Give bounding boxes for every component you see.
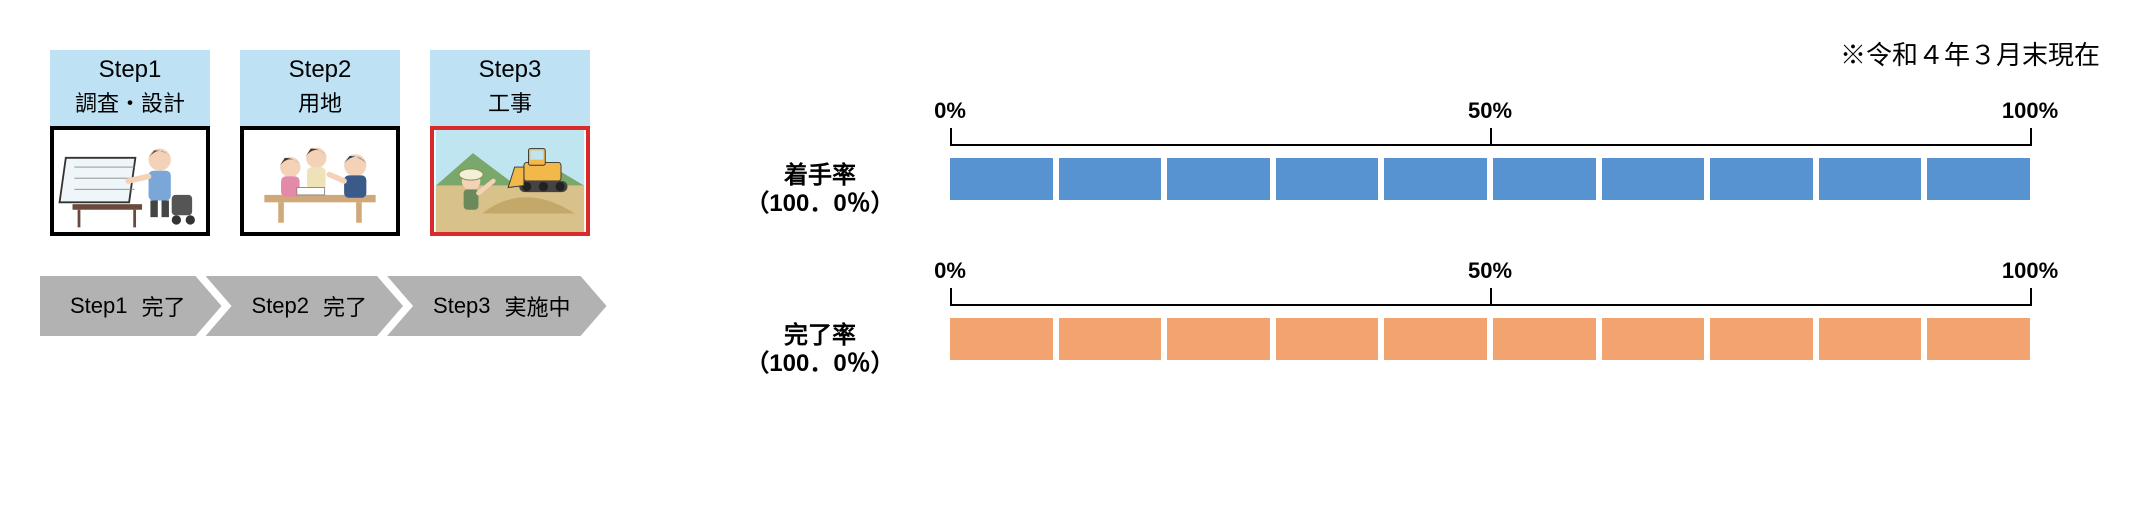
chevron-status: 実施中	[505, 290, 571, 322]
steps-row: Step1調査・設計Step2用地Step3工事	[50, 50, 630, 236]
axis-tick-label: 0%	[934, 98, 966, 124]
bar-segment	[1710, 318, 1813, 360]
bar-segment	[1384, 158, 1487, 200]
bar-label-line2: （100．0％）	[710, 190, 930, 218]
chevron-label: Step2	[252, 293, 310, 319]
bar-segments	[950, 158, 2030, 200]
bar-segment	[1167, 158, 1270, 200]
bar-label: 着手率（100．0％）	[710, 162, 930, 217]
bar-segment	[1276, 318, 1379, 360]
bar-segments	[950, 318, 2030, 360]
axis-tick-label: 100%	[2002, 258, 2058, 284]
progress-bar-2: 完了率（100．0％）0%50%100%	[830, 270, 2110, 360]
chevron-label: Step3	[433, 293, 491, 319]
bar-segment	[1927, 318, 2030, 360]
bar-segment	[1493, 158, 1596, 200]
chevron-step-2: Step2 完了	[206, 276, 404, 336]
bar-segment	[1710, 158, 1813, 200]
step-title: Step1	[50, 50, 210, 86]
step-subtitle: 調査・設計	[50, 86, 210, 126]
bar-label-line1: 着手率	[710, 162, 930, 190]
bar-segment	[1927, 158, 2030, 200]
bar-segment	[1059, 318, 1162, 360]
bar-segment	[1602, 318, 1705, 360]
step-subtitle: 用地	[240, 86, 400, 126]
step-subtitle: 工事	[430, 86, 590, 126]
chevron-flow: Step1 完了 Step2 完了 Step3 実施中	[40, 276, 630, 336]
as-of-note: ※令和４年３月末現在	[1840, 35, 2100, 72]
chevron-label: Step1	[70, 293, 128, 319]
step-card-2: Step2用地	[240, 50, 400, 236]
bar-axis: 0%50%100%	[950, 110, 2030, 146]
bar-segment	[1167, 318, 1270, 360]
step-illustration	[50, 126, 210, 236]
axis-tick-label: 50%	[1468, 98, 1512, 124]
step-card-3: Step3工事	[430, 50, 590, 236]
bar-segment	[1384, 318, 1487, 360]
bar-segment	[1493, 318, 1596, 360]
axis-tick-label: 100%	[2002, 98, 2058, 124]
chevron-status: 完了	[323, 290, 367, 322]
step-illustration	[430, 126, 590, 236]
bar-label: 完了率（100．0％）	[710, 322, 930, 377]
bar-segment	[1819, 158, 1922, 200]
steps-panel: Step1調査・設計Step2用地Step3工事 Step1完了Step2完了S…	[50, 50, 630, 336]
chevron-step-3: Step3 実施中	[387, 276, 607, 336]
step-illustration	[240, 126, 400, 236]
axis-tick-label: 0%	[934, 258, 966, 284]
step-title: Step3	[430, 50, 590, 86]
bar-segment	[950, 158, 1053, 200]
bar-segment	[1276, 158, 1379, 200]
axis-tick-label: 50%	[1468, 258, 1512, 284]
bar-label-line2: （100．0％）	[710, 350, 930, 378]
progress-bar-1: 着手率（100．0％）0%50%100%	[830, 110, 2110, 200]
bar-label-line1: 完了率	[710, 322, 930, 350]
step-card-1: Step1調査・設計	[50, 50, 210, 236]
bar-segment	[1602, 158, 1705, 200]
bar-axis: 0%50%100%	[950, 270, 2030, 306]
chevron-step-1: Step1 完了	[40, 276, 222, 336]
bar-segment	[950, 318, 1053, 360]
bar-segment	[1059, 158, 1162, 200]
bar-segment	[1819, 318, 1922, 360]
chevron-status: 完了	[142, 290, 186, 322]
step-title: Step2	[240, 50, 400, 86]
